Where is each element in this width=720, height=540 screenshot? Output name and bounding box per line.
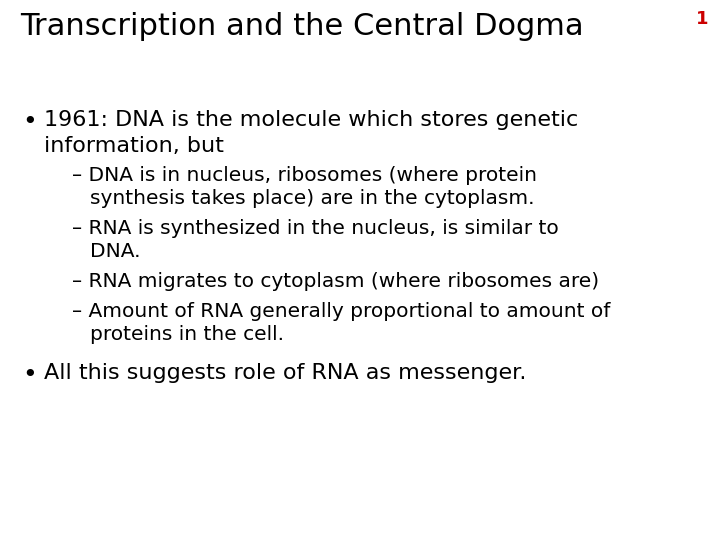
Text: •: •: [22, 363, 37, 387]
Text: – Amount of RNA generally proportional to amount of: – Amount of RNA generally proportional t…: [72, 302, 611, 321]
Text: DNA.: DNA.: [90, 242, 140, 261]
Text: synthesis takes place) are in the cytoplasm.: synthesis takes place) are in the cytopl…: [90, 189, 534, 208]
Text: 1961: DNA is the molecule which stores genetic: 1961: DNA is the molecule which stores g…: [44, 110, 578, 130]
Text: •: •: [22, 110, 37, 134]
Text: – RNA migrates to cytoplasm (where ribosomes are): – RNA migrates to cytoplasm (where ribos…: [72, 272, 599, 291]
Text: – DNA is in nucleus, ribosomes (where protein: – DNA is in nucleus, ribosomes (where pr…: [72, 166, 537, 185]
Text: All this suggests role of RNA as messenger.: All this suggests role of RNA as messeng…: [44, 363, 526, 383]
Text: proteins in the cell.: proteins in the cell.: [90, 325, 284, 344]
Text: 1: 1: [696, 10, 708, 28]
Text: – RNA is synthesized in the nucleus, is similar to: – RNA is synthesized in the nucleus, is …: [72, 219, 559, 238]
Text: Transcription and the Central Dogma: Transcription and the Central Dogma: [20, 12, 584, 41]
Text: information, but: information, but: [44, 136, 224, 156]
